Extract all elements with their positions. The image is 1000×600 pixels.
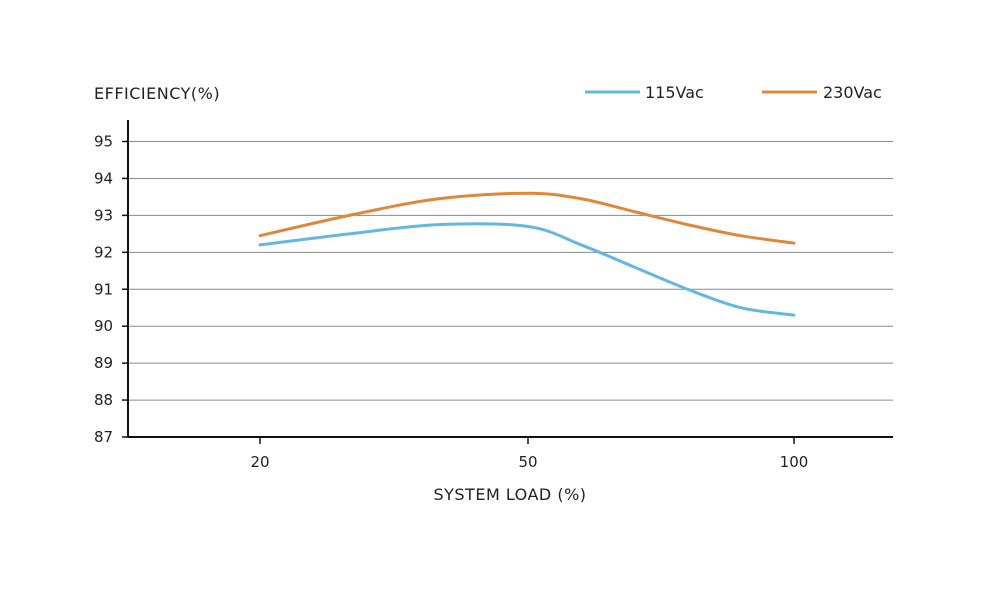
x-tick-label-20: 20 — [250, 453, 269, 471]
series-lines — [258, 191, 796, 317]
series-line-115vac — [258, 222, 796, 317]
y-tick-label-95: 95 — [94, 133, 113, 151]
y-tick-label-88: 88 — [94, 391, 113, 409]
legend-label-230vac: 230Vac — [823, 83, 882, 102]
series-line-230vac — [258, 191, 796, 245]
y-axis-title: EFFICIENCY(%) — [94, 84, 220, 103]
x-axis-title: SYSTEM LOAD (%) — [433, 485, 586, 504]
y-tick-labels: 95 94 93 92 91 90 89 88 87 — [94, 133, 128, 446]
legend: 115Vac 230Vac — [585, 83, 882, 102]
y-tick-label-87: 87 — [94, 428, 113, 446]
y-tick-label-89: 89 — [94, 354, 113, 372]
grid-lines — [128, 141, 893, 401]
y-tick-label-90: 90 — [94, 317, 113, 335]
x-tick-label-50: 50 — [518, 453, 537, 471]
y-tick-label-92: 92 — [94, 243, 113, 261]
x-tick-label-100: 100 — [780, 453, 809, 471]
y-tick-label-91: 91 — [94, 280, 113, 298]
legend-label-115vac: 115Vac — [645, 83, 704, 102]
y-tick-label-93: 93 — [94, 206, 113, 224]
x-tick-labels: 20 50 100 — [250, 437, 808, 471]
axes — [127, 120, 893, 438]
y-tick-label-94: 94 — [94, 169, 113, 187]
